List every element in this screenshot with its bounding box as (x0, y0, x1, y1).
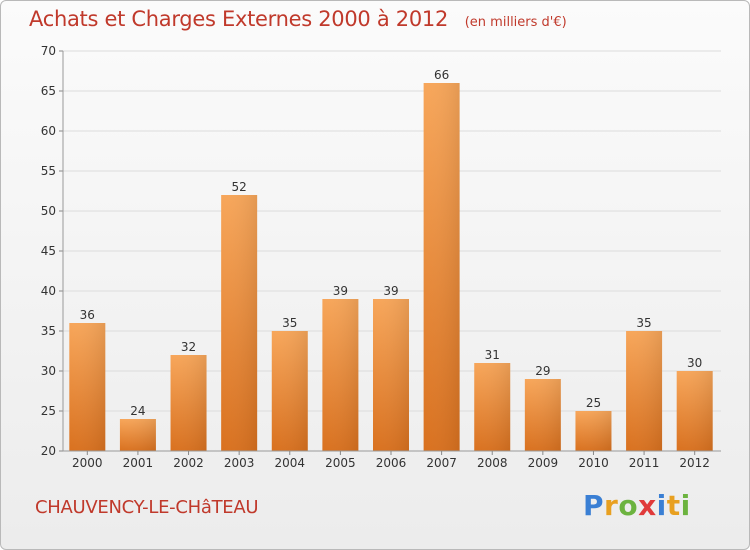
x-tick-label: 2004 (274, 456, 305, 470)
x-tick-label: 2012 (679, 456, 710, 470)
logo-letter: o (618, 489, 639, 522)
bar-shade (69, 323, 106, 451)
logo-letter: r (604, 489, 619, 522)
x-tick-label: 2007 (426, 456, 457, 470)
bar-shade (474, 363, 511, 451)
axis-layer: 20 25 30 35 40 45 50 55 60 65 70 (41, 44, 721, 458)
logo-letter: i (680, 489, 691, 522)
bar-value-label: 32 (181, 340, 196, 354)
label-layer: 36 2000 24 2001 32 2002 52 2003 35 2004 39 2005 39 20… (72, 68, 710, 470)
bar-value-label: 52 (232, 180, 247, 194)
bar-shade (271, 331, 308, 451)
y-tick-label: 40 (41, 284, 56, 298)
bar-value-label: 66 (434, 68, 449, 82)
x-tick-label: 2010 (578, 456, 609, 470)
bar-value-label: 30 (687, 356, 702, 370)
x-tick-label: 2009 (528, 456, 559, 470)
bar-shade (170, 355, 207, 451)
x-tick-label: 2003 (224, 456, 255, 470)
x-tick-label: 2008 (477, 456, 508, 470)
y-tick-label: 20 (41, 444, 56, 458)
logo-letter: x (638, 489, 657, 522)
bar-value-label: 39 (333, 284, 348, 298)
logo-letter: i (656, 489, 667, 522)
y-tick-label: 55 (41, 164, 56, 178)
y-tick-label: 25 (41, 404, 56, 418)
bar-shade (119, 419, 156, 451)
bar-shade (626, 331, 663, 451)
bar-value-label: 35 (282, 316, 297, 330)
bar-shade (423, 83, 460, 451)
x-tick-label: 2006 (376, 456, 407, 470)
bar-layer (69, 83, 713, 451)
y-tick-label: 60 (41, 124, 56, 138)
logo-letter: P (583, 489, 605, 522)
bar-shade (676, 371, 713, 451)
x-tick-label: 2005 (325, 456, 356, 470)
bar-value-label: 35 (636, 316, 651, 330)
chart-title-text: Achats et Charges Externes 2000 à 2012 (29, 7, 449, 31)
y-tick-label: 30 (41, 364, 56, 378)
bar-value-label: 31 (485, 348, 500, 362)
bar-shade (373, 299, 409, 451)
y-tick-label: 70 (41, 44, 56, 58)
logo-letter: t (666, 489, 681, 522)
bar-value-label: 39 (383, 284, 398, 298)
bar-value-label: 29 (535, 364, 550, 378)
bar-shade (221, 195, 258, 451)
y-tick-label: 65 (41, 84, 56, 98)
x-tick-label: 2011 (629, 456, 660, 470)
y-tick-label: 50 (41, 204, 56, 218)
y-tick-label: 45 (41, 244, 56, 258)
x-tick-label: 2002 (173, 456, 204, 470)
proxiti-logo: Proxiti (583, 489, 691, 522)
y-tick-label: 35 (41, 324, 56, 338)
bar-value-label: 25 (586, 396, 601, 410)
chart-title: Achats et Charges Externes 2000 à 2012 (… (29, 7, 567, 31)
chart-subtitle: (en milliers d'€) (464, 15, 567, 30)
bar-shade (524, 379, 561, 451)
bar-shade (575, 411, 612, 451)
bar-shade (322, 299, 359, 451)
x-tick-label: 2000 (72, 456, 103, 470)
bar-value-label: 24 (130, 404, 145, 418)
commune-name: CHAUVENCY-LE-CHâTEAU (35, 497, 259, 518)
x-tick-label: 2001 (123, 456, 154, 470)
bar-value-label: 36 (80, 308, 95, 322)
